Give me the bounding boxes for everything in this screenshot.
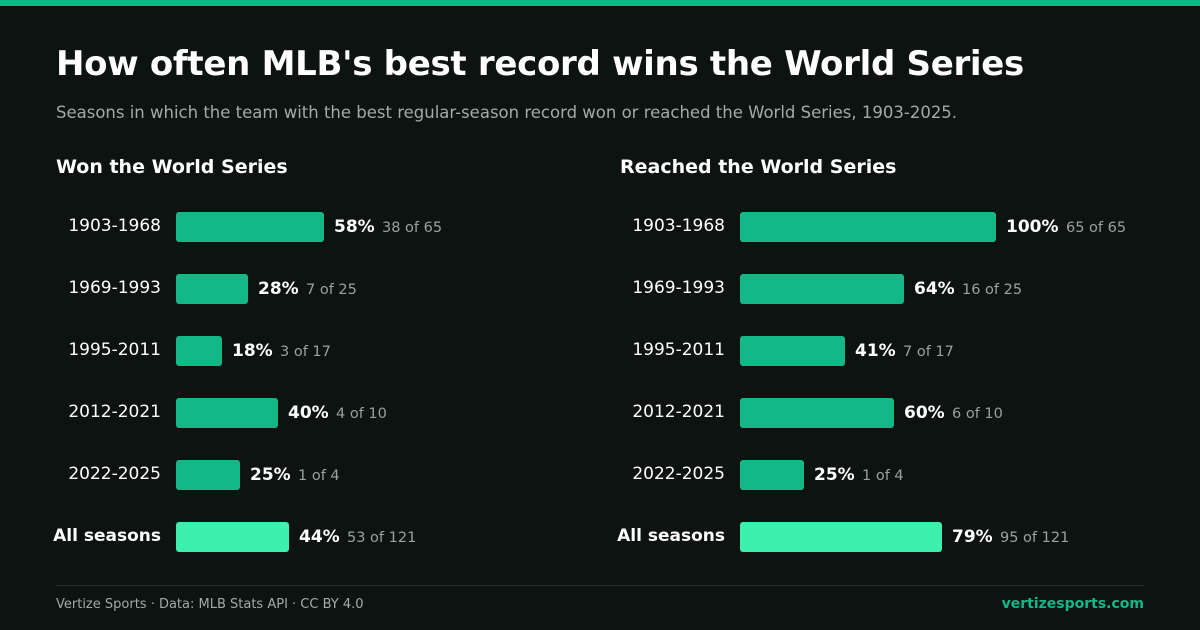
reached-world-series-panel: Reached the World Series 1903-1968 100% 65… bbox=[617, 156, 1180, 576]
category-label: 1995-2011 bbox=[68, 340, 161, 360]
count-label: 16 of 25 bbox=[962, 282, 1023, 298]
category-label: 2012-2021 bbox=[632, 402, 725, 422]
count-label: 38 of 65 bbox=[382, 220, 443, 236]
bar bbox=[740, 522, 942, 552]
bar bbox=[176, 460, 240, 490]
count-label: 3 of 17 bbox=[280, 344, 331, 360]
bar-row: 1969-1993 64% 16 of 25 bbox=[620, 274, 1180, 304]
bar-row: 1903-1968 58% 38 of 65 bbox=[56, 212, 616, 242]
category-label: 1969-1993 bbox=[632, 278, 725, 298]
category-label: 1903-1968 bbox=[68, 216, 161, 236]
value-label: 44% bbox=[299, 527, 340, 547]
bar-row: 1903-1968 100% 65 of 65 bbox=[620, 212, 1180, 242]
footer-site-link[interactable]: vertizesports.com bbox=[1001, 596, 1144, 612]
bar bbox=[740, 274, 904, 304]
count-label: 1 of 4 bbox=[862, 468, 904, 484]
category-label: All seasons bbox=[617, 526, 725, 546]
category-label: 1969-1993 bbox=[68, 278, 161, 298]
value-label: 41% bbox=[855, 341, 896, 361]
value-label: 18% bbox=[232, 341, 273, 361]
count-label: 6 of 10 bbox=[952, 406, 1003, 422]
bar-row: 2012-2021 40% 4 of 10 bbox=[56, 398, 616, 428]
panel-title: Reached the World Series bbox=[620, 156, 897, 178]
value-label: 28% bbox=[258, 279, 299, 299]
count-label: 1 of 4 bbox=[298, 468, 340, 484]
bar-row: 2022-2025 25% 1 of 4 bbox=[620, 460, 1180, 490]
won-world-series-panel: Won the World Series 1903-1968 58% 38 of 6… bbox=[53, 156, 616, 576]
bar bbox=[740, 460, 804, 490]
bar-row: 1995-2011 18% 3 of 17 bbox=[56, 336, 616, 366]
value-label: 79% bbox=[952, 527, 993, 547]
value-label: 60% bbox=[904, 403, 945, 423]
bar bbox=[176, 398, 278, 428]
bar bbox=[740, 336, 845, 366]
bar bbox=[740, 398, 894, 428]
bar bbox=[740, 212, 996, 242]
category-label: 2012-2021 bbox=[68, 402, 161, 422]
chart-subtitle: Seasons in which the team with the best … bbox=[56, 103, 958, 122]
count-label: 7 of 25 bbox=[306, 282, 357, 298]
panel-title: Won the World Series bbox=[56, 156, 288, 178]
category-label: 2022-2025 bbox=[632, 464, 725, 484]
bar bbox=[176, 212, 324, 242]
count-label: 65 of 65 bbox=[1066, 220, 1127, 236]
bar-row: All seasons 44% 53 of 121 bbox=[53, 522, 616, 552]
bar-row: 2022-2025 25% 1 of 4 bbox=[56, 460, 616, 490]
value-label: 25% bbox=[814, 465, 855, 485]
value-label: 40% bbox=[288, 403, 329, 423]
bar bbox=[176, 274, 248, 304]
bar-row: 2012-2021 60% 6 of 10 bbox=[620, 398, 1180, 428]
category-label: 1995-2011 bbox=[632, 340, 725, 360]
count-label: 7 of 17 bbox=[903, 344, 954, 360]
count-label: 4 of 10 bbox=[336, 406, 387, 422]
value-label: 25% bbox=[250, 465, 291, 485]
top-accent-bar bbox=[0, 0, 1200, 6]
count-label: 95 of 121 bbox=[1000, 530, 1070, 546]
bar-row: All seasons 79% 95 of 121 bbox=[617, 522, 1180, 552]
category-label: All seasons bbox=[53, 526, 161, 546]
bar bbox=[176, 522, 289, 552]
value-label: 58% bbox=[334, 217, 375, 237]
bar bbox=[176, 336, 222, 366]
value-label: 100% bbox=[1006, 217, 1059, 237]
footer-credit: Vertize Sports · Data: MLB Stats API · C… bbox=[56, 597, 364, 612]
footer-divider bbox=[56, 585, 1144, 586]
category-label: 1903-1968 bbox=[632, 216, 725, 236]
bar-row: 1969-1993 28% 7 of 25 bbox=[56, 274, 616, 304]
category-label: 2022-2025 bbox=[68, 464, 161, 484]
value-label: 64% bbox=[914, 279, 955, 299]
count-label: 53 of 121 bbox=[347, 530, 417, 546]
chart-title: How often MLB's best record wins the Wor… bbox=[56, 44, 1024, 84]
bar-row: 1995-2011 41% 7 of 17 bbox=[620, 336, 1180, 366]
